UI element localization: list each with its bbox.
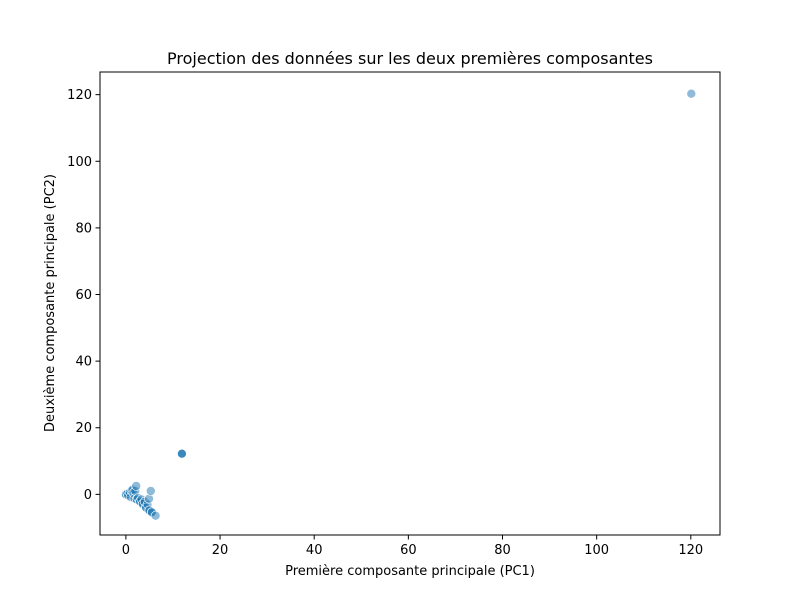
data-point bbox=[131, 481, 141, 491]
x-tick-label: 60 bbox=[400, 543, 417, 558]
data-point bbox=[146, 486, 156, 496]
x-axis-ticks: 0 20 40 60 80 100 120 bbox=[122, 535, 703, 558]
y-tick-label: 0 bbox=[84, 488, 92, 503]
y-tick-label: 120 bbox=[67, 88, 92, 103]
data-point bbox=[686, 88, 697, 99]
y-axis-ticks: 0 20 40 60 80 100 120 bbox=[67, 88, 100, 503]
plot-frame bbox=[99, 71, 721, 536]
y-tick-label: 20 bbox=[75, 421, 92, 436]
x-tick-label: 100 bbox=[584, 543, 609, 558]
y-tick-label: 80 bbox=[75, 221, 92, 236]
y-axis-label: Deuxième composante principale (PC2) bbox=[43, 174, 58, 432]
y-tick-label: 60 bbox=[75, 288, 92, 303]
data-point bbox=[177, 448, 187, 459]
x-tick-label: 40 bbox=[306, 543, 323, 558]
x-tick-label: 80 bbox=[494, 543, 511, 558]
chart-title: Projection des données sur les deux prem… bbox=[167, 49, 653, 68]
points-layer bbox=[121, 88, 697, 521]
y-tick-label: 100 bbox=[67, 155, 92, 170]
x-tick-label: 0 bbox=[122, 543, 130, 558]
x-tick-label: 20 bbox=[212, 543, 229, 558]
y-tick-label: 40 bbox=[75, 355, 92, 370]
data-point bbox=[150, 510, 161, 521]
x-axis-label: Première composante principale (PC1) bbox=[285, 564, 535, 579]
x-tick-label: 120 bbox=[678, 543, 703, 558]
